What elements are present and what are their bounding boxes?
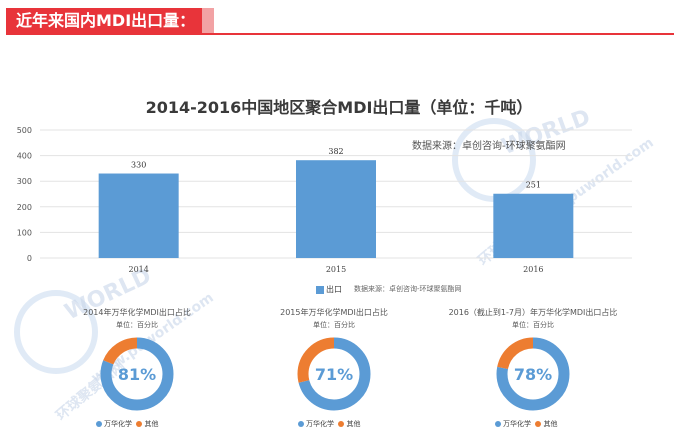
pie-unit: 单位：百分比 [512,321,554,329]
legend-label: 其他 [144,420,159,428]
pie-donut: 78% [496,337,570,411]
pie-legend: 万华化学 其他 [298,419,360,429]
data-label: 330 [131,161,146,170]
legend-dot [338,421,345,427]
legend-label: 万华化学 [503,420,531,428]
footer-source: 数据来源：卓创咨询-环球聚氨酯网 [354,285,462,293]
pie-donut: 71% [297,337,371,411]
y-tick-label: 300 [17,177,32,186]
data-label: 382 [328,147,343,156]
legend-dot [298,421,304,427]
section-title: 近年来国内MDI出口量： [16,11,196,30]
pie-title: 2015年万华化学MDI出口占比 [280,308,388,317]
chart-title: 2014-2016中国地区聚合MDI出口量（单位：千吨） [145,98,533,117]
section-banner: 近年来国内MDI出口量： [6,8,202,34]
banner-underline [6,33,674,35]
x-tick-label: 2014 [128,265,148,274]
pie-legend: 万华化学 其他 [495,419,557,429]
legend-label: 万华化学 [104,420,132,428]
y-tick-label: 400 [17,152,32,161]
pie-2015: 2015年万华化学MDI出口占比 单位：百分比 71% [249,307,419,414]
legend-label: 出口 [326,285,342,294]
x-tick-label: 2016 [523,265,543,274]
donut-slice [496,337,570,411]
legend-dot [495,421,501,427]
bar-chart: 0 100 200 300 400 500 330 2014 382 2015 251 2016 [17,126,632,274]
watermark-logo-2 [14,290,98,374]
legend-dot [136,421,143,427]
chart-source: 数据来源：卓创咨询-环球聚氨酯网 [412,141,566,152]
donut-slice [297,337,371,411]
bar [98,173,179,258]
donut-center-label: 78% [514,365,552,384]
pie-2014: 2014年万华化学MDI出口占比 单位：百分比 81% [52,307,222,414]
pie-donut: 81% [100,337,174,411]
pie-2016: 2016（截止到1-7月）年万华化学MDI出口占比 单位：百分比 78% [448,307,618,414]
banner-tab [202,8,214,34]
pie-unit: 单位：百分比 [313,321,355,329]
pie-unit: 单位：百分比 [116,321,158,329]
y-tick-label: 500 [17,126,32,135]
data-label: 251 [526,181,541,190]
pie-title: 2016（截止到1-7月）年万华化学MDI出口占比 [448,308,618,317]
legend-label: 其他 [346,420,361,428]
pie-title: 2014年万华化学MDI出口占比 [83,308,191,317]
legend-swatch [316,285,324,294]
y-tick-label: 0 [27,254,32,263]
x-tick-label: 2015 [326,265,346,274]
y-tick-label: 100 [17,228,32,237]
legend-label: 万华化学 [306,420,334,428]
legend-dot [96,421,102,427]
y-tick-label: 200 [17,203,32,212]
legend-label: 其他 [543,420,558,428]
bar-legend: 出口 [316,284,342,295]
pie-legend: 万华化学 其他 [96,419,158,429]
donut-center-label: 71% [315,365,353,384]
bar [493,193,574,258]
bar [296,160,376,258]
donut-slice [100,337,174,411]
donut-center-label: 81% [118,365,156,384]
legend-dot [535,421,542,427]
